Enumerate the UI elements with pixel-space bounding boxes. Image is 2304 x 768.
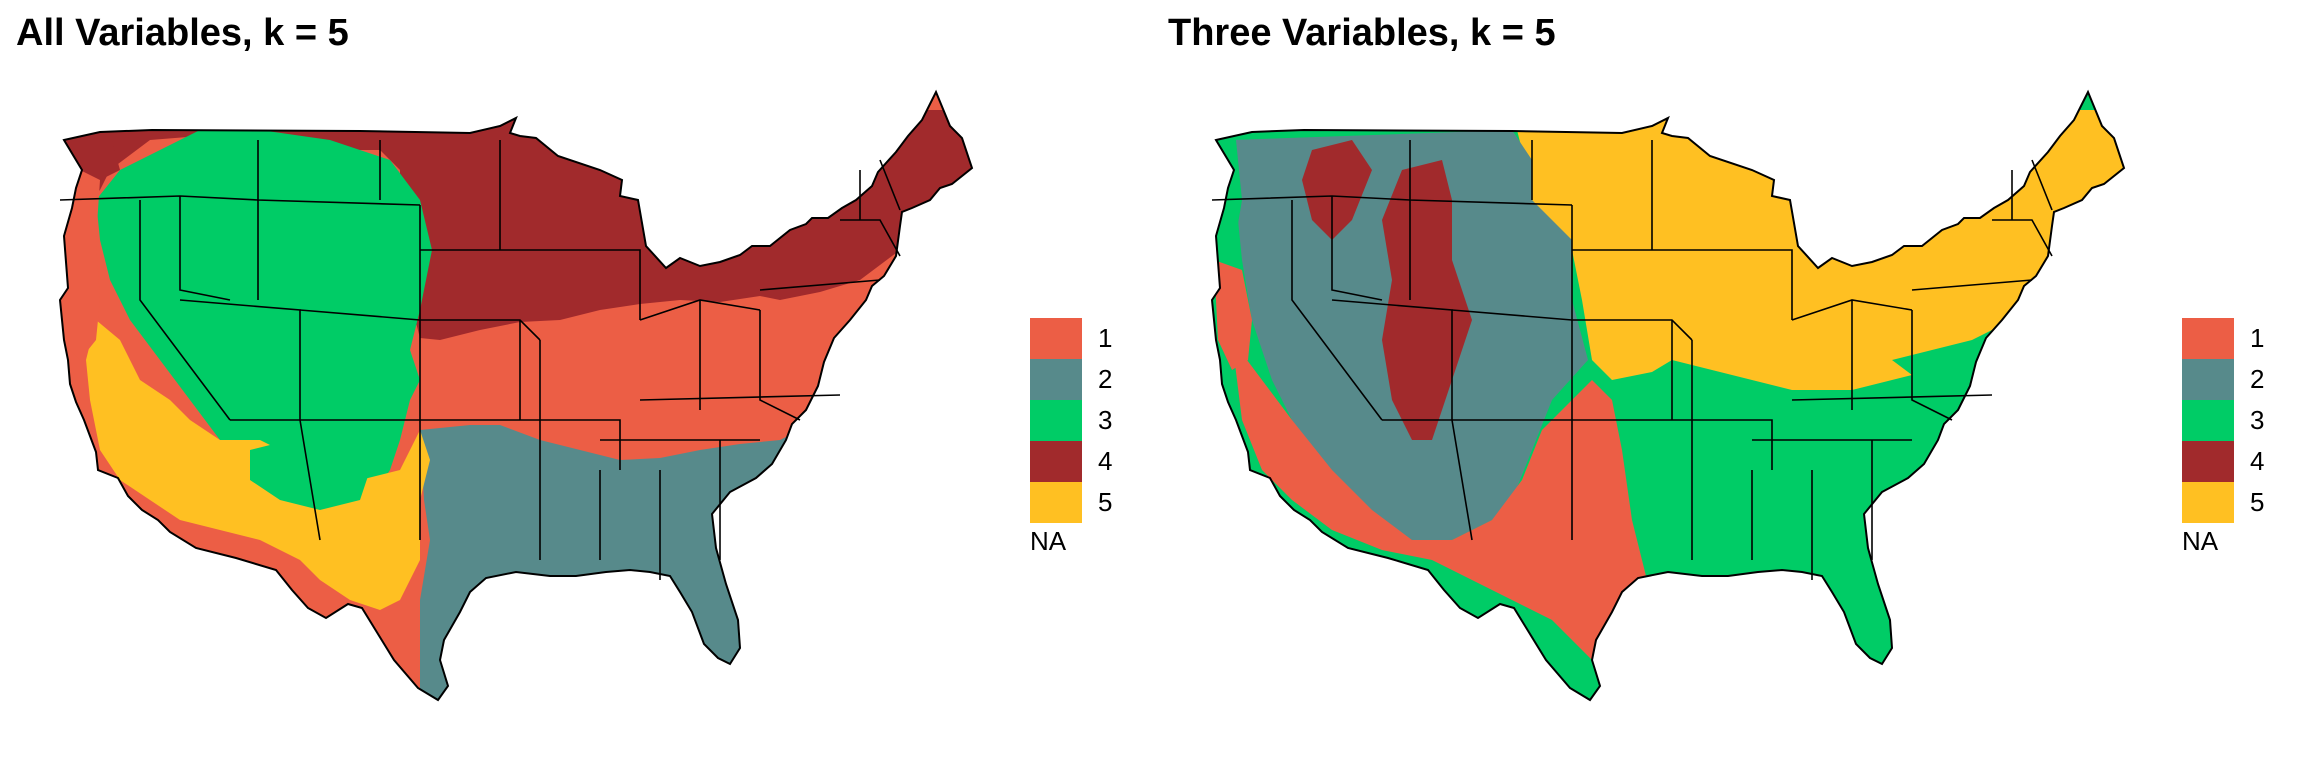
state-borders bbox=[1211, 140, 2053, 580]
region-cluster-4-northwest-coast bbox=[60, 134, 120, 180]
right-panel: Three Variables, k = 5 bbox=[1152, 0, 2304, 768]
legend-swatch-2 bbox=[1030, 359, 1082, 400]
region-cluster-1-california-coast bbox=[1214, 260, 1252, 370]
legend-swatch-4 bbox=[2182, 441, 2234, 482]
region-cluster-1-southwest bbox=[1232, 340, 1672, 690]
legend-item: 1 bbox=[2182, 318, 2292, 359]
region-cluster-3-arizona-highlands bbox=[250, 440, 370, 510]
legend-item: 3 bbox=[1030, 400, 1140, 441]
legend-item: 3 bbox=[2182, 400, 2292, 441]
legend-swatch-5 bbox=[2182, 482, 2234, 523]
left-panel-title: All Variables, k = 5 bbox=[16, 12, 349, 54]
legend-item: 1 bbox=[1030, 318, 1140, 359]
legend-swatch-1 bbox=[2182, 318, 2234, 359]
legend-swatch-4 bbox=[1030, 441, 1082, 482]
legend-item: 2 bbox=[1030, 359, 1140, 400]
region-cluster-4-rockies bbox=[1382, 160, 1472, 440]
legend-swatch-5 bbox=[1030, 482, 1082, 523]
state-borders bbox=[59, 140, 901, 580]
legend-label: 5 bbox=[2250, 487, 2265, 517]
legend-label: 3 bbox=[2250, 405, 2265, 435]
legend-label: 2 bbox=[1098, 364, 1113, 394]
legend-label: 4 bbox=[1098, 446, 1113, 476]
legend-na-label: NA bbox=[1030, 525, 1067, 556]
legend-swatch-2 bbox=[2182, 359, 2234, 400]
legend-label: 2 bbox=[2250, 364, 2265, 394]
legend-label: 5 bbox=[1098, 487, 1113, 517]
region-cluster-4-idaho bbox=[1302, 140, 1372, 240]
legend-item: 2 bbox=[2182, 359, 2292, 400]
legend-swatch-1 bbox=[1030, 318, 1082, 359]
left-panel: All Variables, k = 5 bbox=[16, 12, 1140, 701]
legend-na: NA bbox=[1030, 523, 1140, 559]
legend-label: 1 bbox=[1098, 323, 1113, 353]
legend-label: 4 bbox=[2250, 446, 2265, 476]
legend-item: 5 bbox=[1030, 482, 1140, 523]
right-map bbox=[1211, 91, 2125, 701]
legend-label: 3 bbox=[1098, 405, 1113, 435]
legend-na-label: NA bbox=[2182, 525, 2219, 556]
legend-label: 1 bbox=[2250, 323, 2265, 353]
left-legend: 1 2 3 4 5 NA bbox=[1030, 318, 1140, 559]
right-panel-title: Three Variables, k = 5 bbox=[1168, 12, 1556, 54]
legend-item: 5 bbox=[2182, 482, 2292, 523]
region-cluster-1-east-central bbox=[60, 92, 972, 700]
left-map bbox=[59, 91, 973, 701]
legend-swatch-3 bbox=[2182, 400, 2234, 441]
legend-item: 4 bbox=[2182, 441, 2292, 482]
right-legend: 1 2 3 4 5 NA bbox=[2182, 318, 2292, 559]
legend-na: NA bbox=[2182, 523, 2292, 559]
legend-item: 4 bbox=[1030, 441, 1140, 482]
legend-swatch-3 bbox=[1030, 400, 1082, 441]
